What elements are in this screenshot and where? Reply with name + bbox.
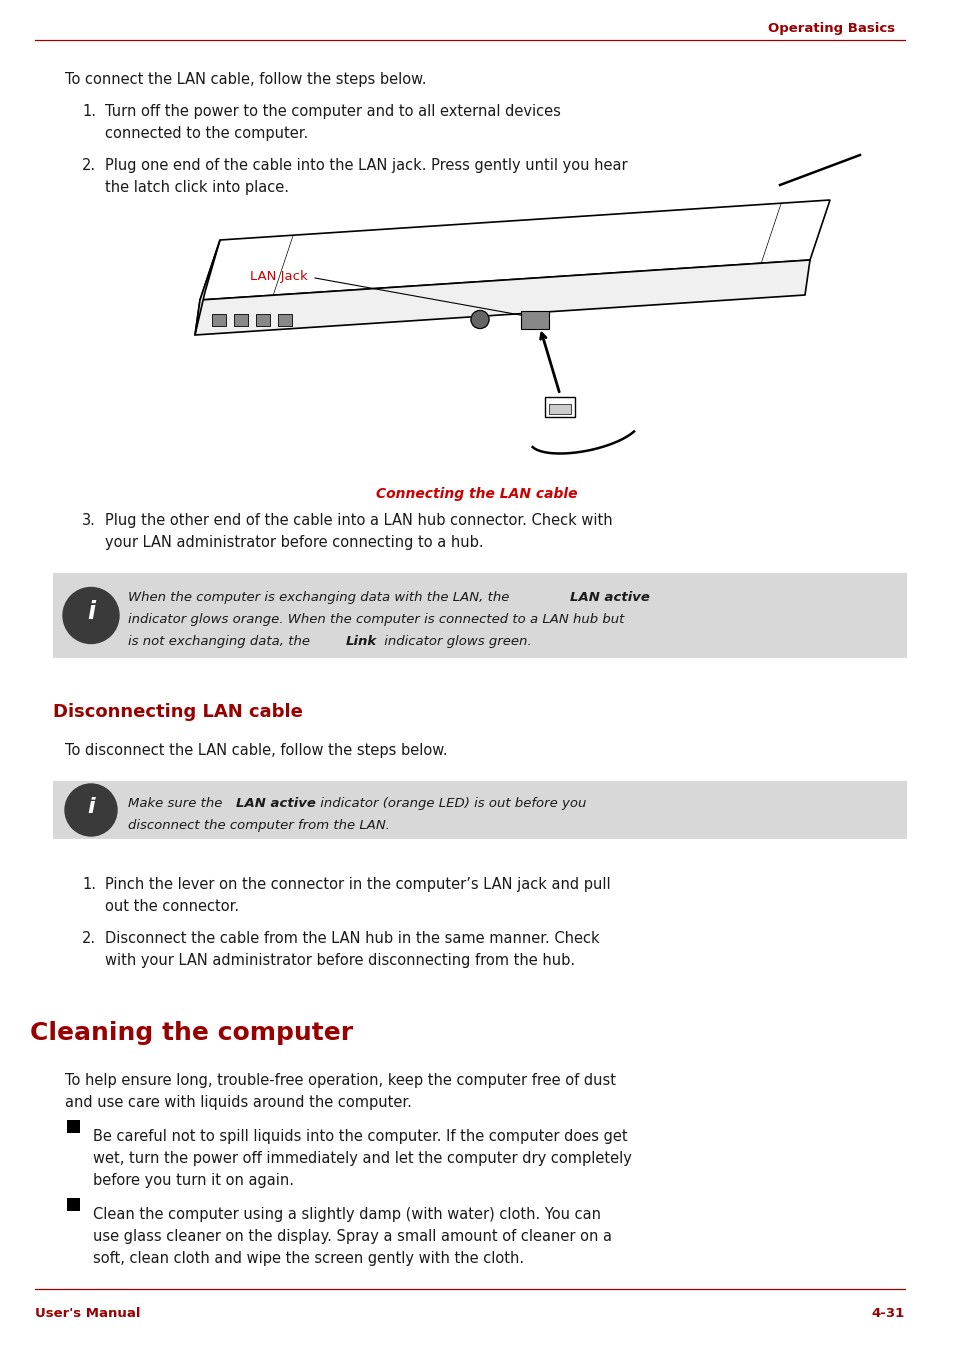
- Text: LAN Jack: LAN Jack: [250, 270, 308, 283]
- Bar: [67, 1198, 80, 1211]
- Text: i: i: [87, 797, 94, 817]
- Text: soft, clean cloth and wipe the screen gently with the cloth.: soft, clean cloth and wipe the screen ge…: [92, 1251, 523, 1265]
- Bar: [67, 1120, 80, 1133]
- Text: and use care with liquids around the computer.: and use care with liquids around the com…: [65, 1095, 412, 1110]
- Text: indicator (orange LED) is out before you: indicator (orange LED) is out before you: [315, 797, 586, 809]
- Text: Be careful not to spill liquids into the computer. If the computer does get: Be careful not to spill liquids into the…: [92, 1129, 627, 1144]
- Text: Disconnecting LAN cable: Disconnecting LAN cable: [53, 703, 302, 720]
- Text: before you turn it on again.: before you turn it on again.: [92, 1174, 294, 1188]
- Text: is not exchanging data, the: is not exchanging data, the: [128, 635, 314, 648]
- Bar: [53, 573, 906, 658]
- Text: i: i: [87, 599, 95, 623]
- Text: indicator glows orange. When the computer is connected to a LAN hub but: indicator glows orange. When the compute…: [128, 612, 623, 626]
- Text: LAN active: LAN active: [235, 797, 315, 809]
- Text: Link: Link: [346, 635, 376, 648]
- Text: Plug one end of the cable into the LAN jack. Press gently until you hear: Plug one end of the cable into the LAN j…: [105, 158, 627, 173]
- Polygon shape: [194, 240, 220, 335]
- Text: User's Manual: User's Manual: [35, 1307, 140, 1321]
- Text: use glass cleaner on the display. Spray a small amount of cleaner on a: use glass cleaner on the display. Spray …: [92, 1229, 612, 1244]
- Text: Pinch the lever on the connector in the computer’s LAN jack and pull: Pinch the lever on the connector in the …: [105, 877, 610, 892]
- Text: To connect the LAN cable, follow the steps below.: To connect the LAN cable, follow the ste…: [65, 71, 426, 86]
- Bar: [53, 781, 906, 839]
- Text: Disconnect the cable from the LAN hub in the same manner. Check: Disconnect the cable from the LAN hub in…: [105, 931, 599, 946]
- Text: 3.: 3.: [82, 513, 95, 527]
- Text: Operating Basics: Operating Basics: [767, 22, 894, 35]
- Text: 2.: 2.: [82, 158, 96, 173]
- Text: Plug the other end of the cable into a LAN hub connector. Check with: Plug the other end of the cable into a L…: [105, 513, 612, 527]
- Bar: [277, 313, 292, 325]
- Text: disconnect the computer from the LAN.: disconnect the computer from the LAN.: [128, 819, 390, 832]
- Text: indicator glows green.: indicator glows green.: [379, 635, 531, 648]
- Text: 2.: 2.: [82, 931, 96, 946]
- Bar: [233, 313, 248, 325]
- Text: Make sure the: Make sure the: [128, 797, 227, 809]
- Text: Turn off the power to the computer and to all external devices: Turn off the power to the computer and t…: [105, 104, 560, 119]
- Bar: [520, 310, 548, 329]
- Text: 1.: 1.: [82, 104, 96, 119]
- Text: To help ensure long, trouble-free operation, keep the computer free of dust: To help ensure long, trouble-free operat…: [65, 1072, 616, 1089]
- Bar: [212, 313, 226, 325]
- Polygon shape: [200, 200, 829, 299]
- Text: connected to the computer.: connected to the computer.: [105, 125, 308, 142]
- Text: When the computer is exchanging data with the LAN, the: When the computer is exchanging data wit…: [128, 591, 513, 604]
- Text: Cleaning the computer: Cleaning the computer: [30, 1021, 353, 1045]
- Text: the latch click into place.: the latch click into place.: [105, 179, 289, 196]
- Text: LAN active: LAN active: [569, 591, 649, 604]
- Text: Clean the computer using a slightly damp (with water) cloth. You can: Clean the computer using a slightly damp…: [92, 1207, 600, 1222]
- Text: with your LAN administrator before disconnecting from the hub.: with your LAN administrator before disco…: [105, 952, 575, 969]
- Text: out the connector.: out the connector.: [105, 898, 239, 915]
- Text: Connecting the LAN cable: Connecting the LAN cable: [375, 487, 578, 500]
- Bar: [548, 403, 571, 414]
- Bar: [255, 313, 270, 325]
- Circle shape: [65, 784, 117, 836]
- Polygon shape: [194, 260, 809, 335]
- Text: wet, turn the power off immediately and let the computer dry completely: wet, turn the power off immediately and …: [92, 1151, 631, 1166]
- Bar: [544, 397, 575, 417]
- Text: your LAN administrator before connecting to a hub.: your LAN administrator before connecting…: [105, 536, 483, 550]
- Text: 4-31: 4-31: [871, 1307, 904, 1321]
- Text: To disconnect the LAN cable, follow the steps below.: To disconnect the LAN cable, follow the …: [65, 743, 447, 758]
- Circle shape: [471, 310, 489, 329]
- Text: 1.: 1.: [82, 877, 96, 892]
- Circle shape: [63, 588, 119, 643]
